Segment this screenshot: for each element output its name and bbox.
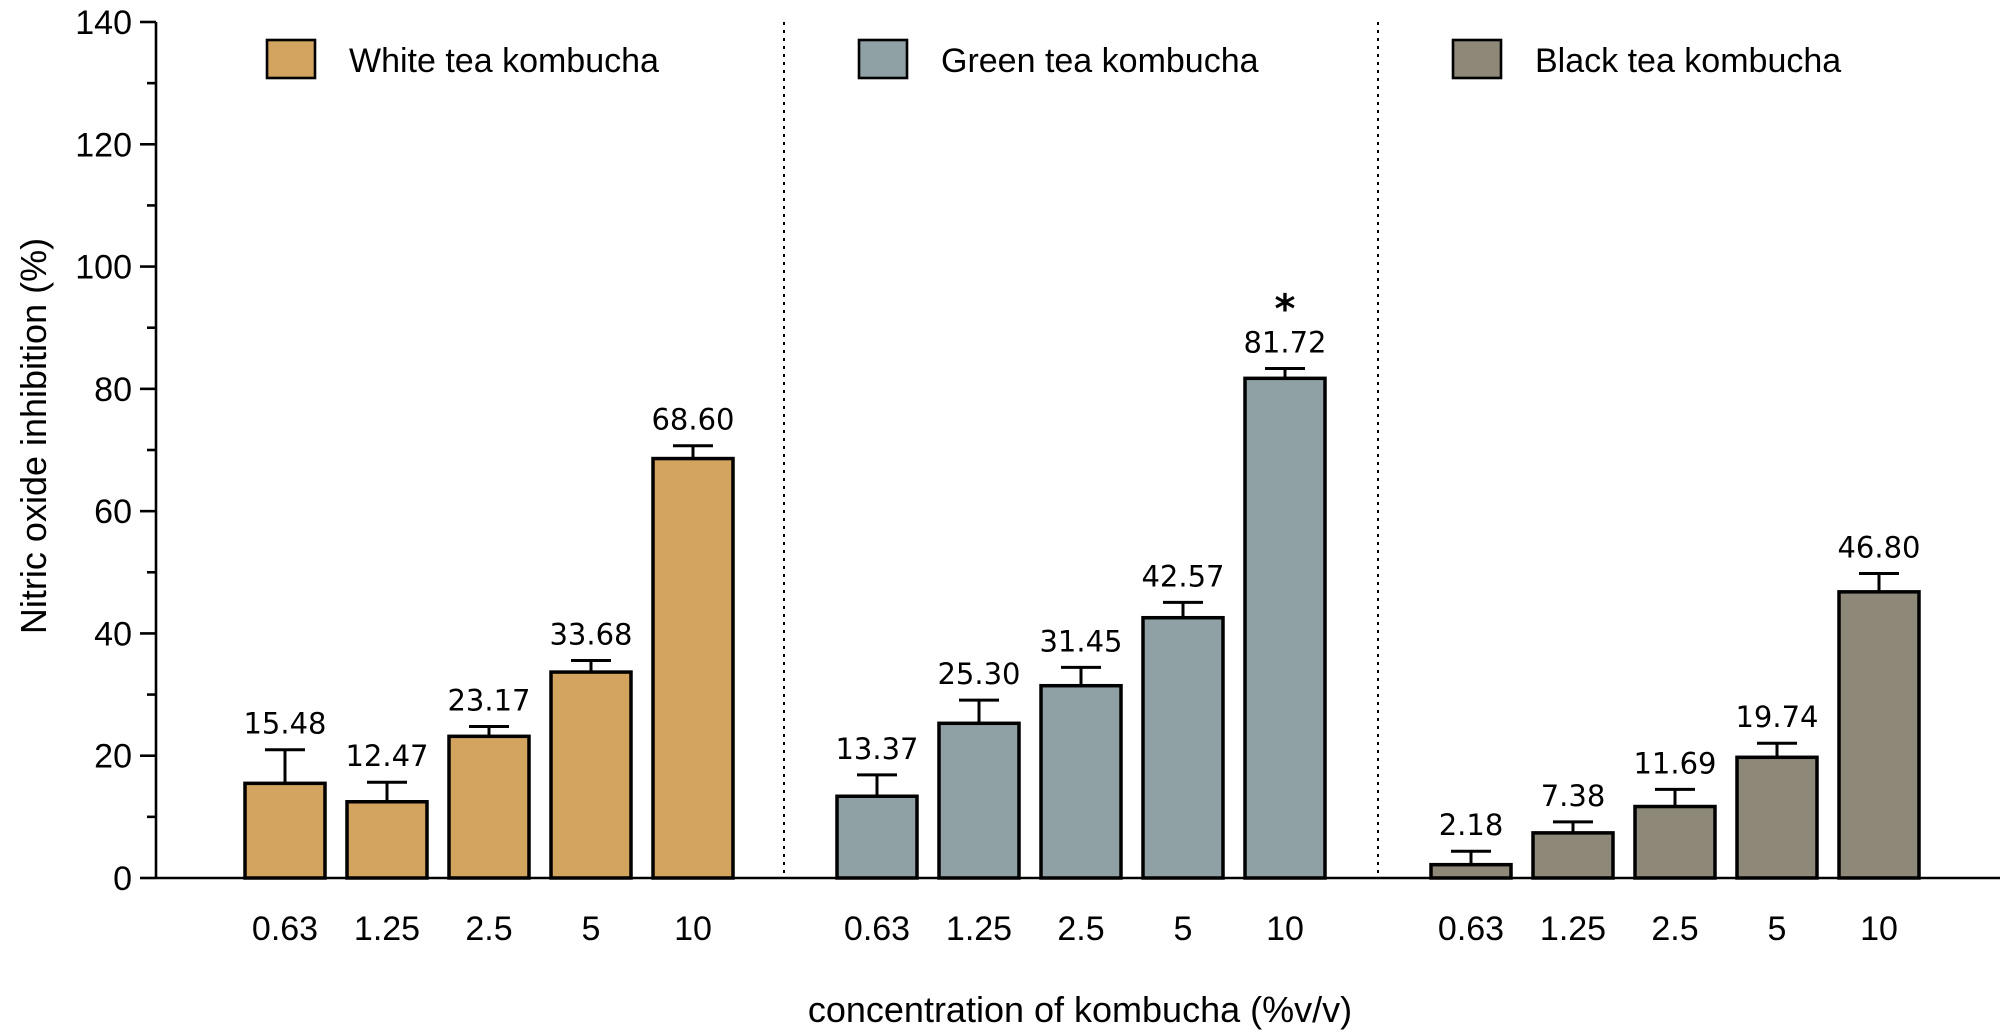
x-category-label: 10 [1266, 910, 1304, 948]
x-category-label: 0.63 [252, 910, 318, 948]
y-tick-label: 60 [94, 493, 132, 531]
data-label: 33.68 [549, 617, 632, 651]
data-label: 81.72 [1243, 326, 1326, 360]
bar-2-5 [1243, 376, 1327, 880]
legend-label-1: White tea kombucha [349, 42, 659, 80]
x-category-label: 1.25 [354, 910, 420, 948]
bar-1-4 [549, 670, 633, 880]
bar-3-5 [1837, 590, 1921, 880]
legend-label-3: Black tea kombucha [1535, 42, 1841, 80]
y-tick-label: 140 [75, 4, 132, 42]
bar-2-4 [1141, 615, 1225, 880]
x-category-label: 0.63 [1438, 910, 1504, 948]
data-label: 23.17 [447, 684, 530, 718]
bar-2-2 [937, 721, 1021, 880]
bar-3-3 [1633, 804, 1717, 880]
y-tick-label: 80 [94, 371, 132, 409]
data-label: 12.47 [345, 739, 428, 773]
x-category-label: 2.5 [465, 910, 512, 948]
y-axis-title: Nitric oxide inhibition (%) [13, 238, 54, 634]
legend-swatch-1 [265, 38, 317, 80]
data-label: 15.48 [243, 707, 326, 741]
data-label: 31.45 [1039, 624, 1122, 658]
x-category-label: 10 [1860, 910, 1898, 948]
x-category-label: 10 [674, 910, 712, 948]
legend-swatch-3 [1451, 38, 1503, 80]
group-dividers [783, 22, 1379, 878]
x-category-label: 0.63 [844, 910, 910, 948]
y-tick-label: 20 [94, 738, 132, 776]
x-axis: 0.63 1.25 2.5 5 10 0.63 1.25 2.5 5 10 0.63 1.25 2.5 5… [156, 876, 2000, 948]
data-label: 46.80 [1837, 531, 1920, 565]
bar-3-4 [1735, 755, 1819, 880]
data-label: 13.37 [835, 732, 918, 766]
data-label: 7.38 [1541, 779, 1606, 813]
data-label: 42.57 [1141, 559, 1224, 593]
y-tick-label: 0 [113, 860, 132, 898]
y-axis: 0 20 40 60 80 100 120 140 [75, 4, 158, 898]
data-label: 68.60 [651, 403, 734, 437]
x-category-label: 5 [1768, 910, 1787, 948]
x-category-label: 5 [1174, 910, 1193, 948]
legend-label-2: Green tea kombucha [941, 42, 1259, 80]
legend: White tea kombucha Green tea kombucha Blac… [265, 38, 1841, 80]
x-category-label: 1.25 [946, 910, 1012, 948]
data-label: 25.30 [937, 657, 1020, 691]
data-label: 2.18 [1439, 808, 1504, 842]
bar-1-3 [447, 734, 531, 880]
legend-swatch-2 [857, 38, 909, 80]
bar-3-1 [1429, 862, 1513, 880]
data-label: 19.74 [1735, 700, 1818, 734]
bar-1-1 [243, 781, 327, 880]
bar-2-1 [835, 794, 919, 880]
significance-asterisk: * [1275, 287, 1296, 333]
x-axis-title: concentration of kombucha (%v/v) [808, 989, 1352, 1030]
x-category-label: 2.5 [1651, 910, 1698, 948]
bar-3-2 [1531, 831, 1615, 880]
data-label: 11.69 [1633, 746, 1716, 780]
y-tick-label: 100 [75, 249, 132, 287]
bar-1-2 [345, 800, 429, 880]
bar-2-3 [1039, 683, 1123, 880]
x-category-label: 5 [582, 910, 601, 948]
bars: 15.48 12.47 23.17 33.68 68.60 13.37 25.30 31.45… [243, 287, 1921, 880]
x-category-label: 2.5 [1057, 910, 1104, 948]
bar-1-5 [651, 456, 735, 880]
y-tick-label: 40 [94, 615, 132, 653]
x-category-label: 1.25 [1540, 910, 1606, 948]
y-tick-label: 120 [75, 126, 132, 164]
